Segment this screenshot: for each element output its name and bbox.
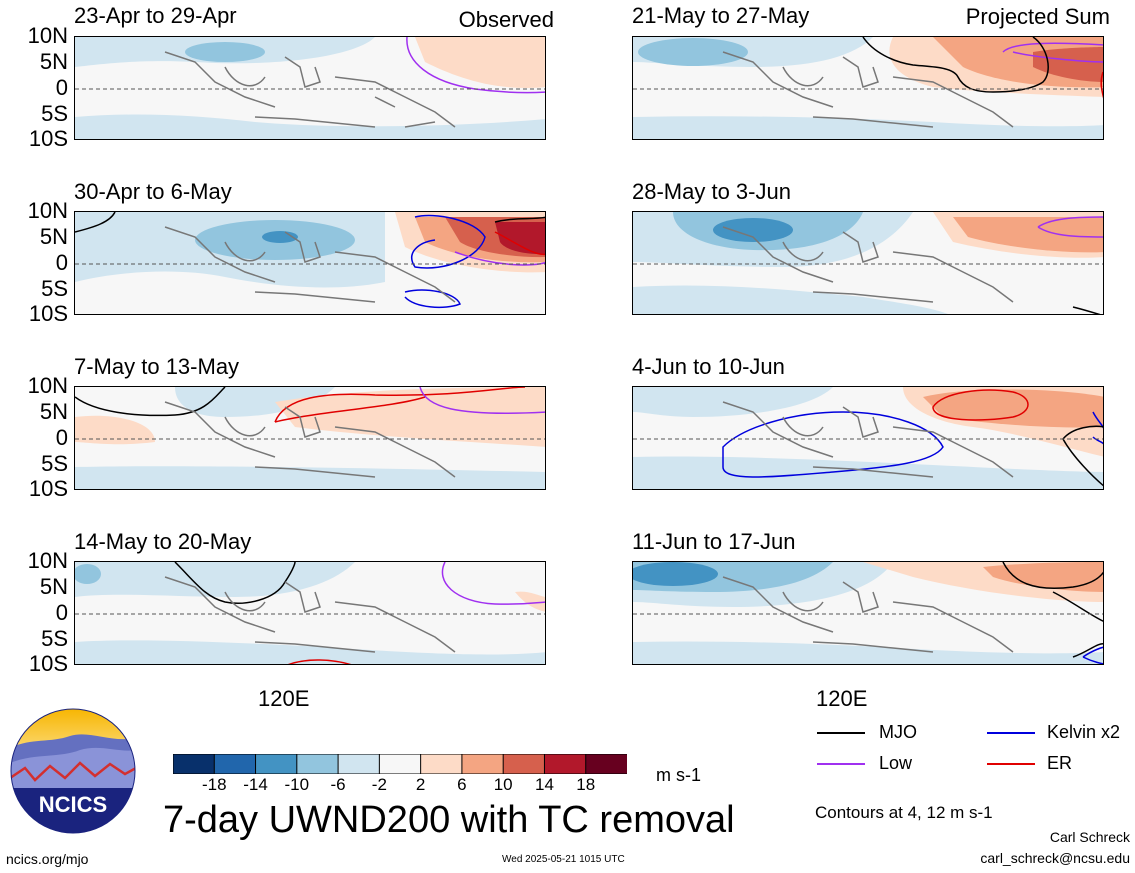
- projected-sum-label: Projected Sum: [965, 4, 1110, 29]
- y-tick: 10N: [27, 373, 68, 398]
- y-tick: 5S: [41, 101, 68, 126]
- panel-title-2: 30-Apr to 6-May: [74, 179, 232, 204]
- colorbar-tick-label: 2: [415, 775, 426, 794]
- colorbar-tick-label: -10: [284, 775, 310, 794]
- colorbar-swatch: [296, 753, 340, 775]
- main-title: 7-day UWND200 with TC removal: [163, 799, 735, 841]
- colorbar-swatch: [172, 753, 216, 775]
- map-panel-6: [632, 211, 1104, 315]
- colorbar-tick-label: 6: [457, 775, 467, 794]
- legend-label-mjo: MJO: [879, 722, 917, 742]
- footer-email[interactable]: carl_schreck@ncsu.edu: [980, 850, 1130, 866]
- colorbar-swatch: [420, 753, 463, 775]
- y-tick: 5S: [41, 626, 68, 651]
- y-tick: 10N: [27, 23, 68, 48]
- panel-title-7: 4-Jun to 10-Jun: [632, 354, 785, 379]
- colorbar-swatch: [255, 753, 298, 775]
- map-panel-3: [74, 386, 546, 490]
- y-tick: 10S: [28, 301, 68, 326]
- observed-label: Observed: [458, 7, 554, 32]
- map-panel-8: [632, 561, 1104, 665]
- y-tick: 10S: [28, 476, 68, 501]
- panel-title-1: 23-Apr to 29-Apr: [74, 3, 237, 28]
- map-panel-7: [632, 386, 1104, 490]
- y-tick: 10N: [27, 198, 68, 223]
- colorbar-tick-label: -2: [371, 775, 387, 794]
- colorbar-swatch: [585, 753, 629, 775]
- panel-title-3: 7-May to 13-May: [74, 354, 240, 379]
- legend-swatch-low: [817, 763, 865, 765]
- colorbar-tick-label: 10: [493, 775, 513, 794]
- panel-title-5: 21-May to 27-May: [632, 3, 810, 28]
- panel-title-4: 14-May to 20-May: [74, 529, 252, 554]
- y-tick: 5N: [39, 574, 68, 599]
- y-tick: 10S: [28, 126, 68, 151]
- x-tick-right: 120E: [816, 686, 868, 711]
- footer-author: Carl Schreck: [1049, 829, 1130, 845]
- y-tick: 5N: [39, 49, 68, 74]
- colorbar-swatch: [461, 753, 505, 775]
- map-panel-5: [632, 36, 1104, 140]
- map-panel-2: [74, 211, 546, 315]
- y-tick: 10S: [28, 651, 68, 676]
- footer-timestamp: Wed 2025-05-21 1015 UTC: [502, 854, 625, 865]
- map-panel-4: [74, 561, 546, 665]
- footer-url[interactable]: ncics.org/mjo: [6, 851, 89, 867]
- x-tick-left: 120E: [258, 686, 310, 711]
- logo-text: NCICS: [39, 792, 107, 817]
- y-tick: 5N: [39, 399, 68, 424]
- panel-title-6: 28-May to 3-Jun: [632, 179, 791, 204]
- colorbar-tick-label: -18: [201, 775, 227, 794]
- colorbar-swatch: [213, 753, 257, 775]
- legend-swatch-mjo: [817, 732, 865, 734]
- colorbar-swatch: [337, 753, 381, 775]
- colorbar-swatch: [543, 753, 587, 775]
- colorbar: [172, 753, 629, 775]
- colorbar-tick-label: -14: [243, 775, 268, 794]
- legend-label-kelvin: Kelvin x2: [1047, 722, 1121, 742]
- legend-label-er: ER: [1047, 753, 1073, 773]
- colorbar-tick-label: -6: [330, 775, 346, 794]
- panel-title-8: 11-Jun to 17-Jun: [632, 529, 796, 554]
- ncics-logo: NCICS: [10, 708, 136, 834]
- y-tick: 0: [55, 425, 68, 450]
- colorbar-tick-label: 18: [576, 775, 596, 794]
- y-tick: 0: [55, 600, 68, 625]
- y-tick: 5S: [41, 276, 68, 301]
- colorbar-unit: m s-1: [656, 765, 701, 785]
- y-tick: 0: [55, 75, 68, 100]
- y-tick: 5N: [39, 224, 68, 249]
- colorbar-swatch: [378, 753, 422, 775]
- legend-swatch-kelvin: [987, 732, 1035, 734]
- map-panel-1: [74, 36, 546, 140]
- legend-swatch-er: [987, 763, 1035, 765]
- colorbar-swatch: [502, 753, 546, 775]
- y-tick: 0: [55, 250, 68, 275]
- y-tick: 5S: [41, 451, 68, 476]
- contour-note: Contours at 4, 12 m s-1: [815, 803, 993, 822]
- legend-label-low: Low: [879, 753, 913, 773]
- y-tick: 10N: [27, 548, 68, 573]
- colorbar-tick-label: 14: [534, 775, 554, 794]
